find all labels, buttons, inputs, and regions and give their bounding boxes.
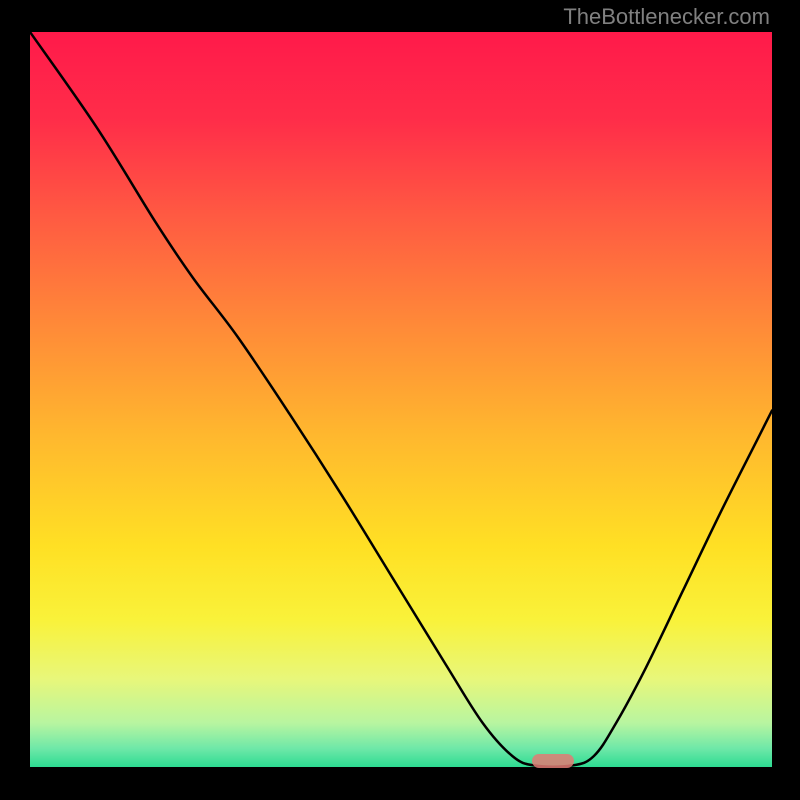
watermark-text: TheBottlenecker.com bbox=[563, 4, 770, 30]
bottleneck-curve bbox=[30, 32, 772, 767]
chart-container bbox=[30, 32, 772, 767]
optimal-marker bbox=[532, 754, 574, 768]
